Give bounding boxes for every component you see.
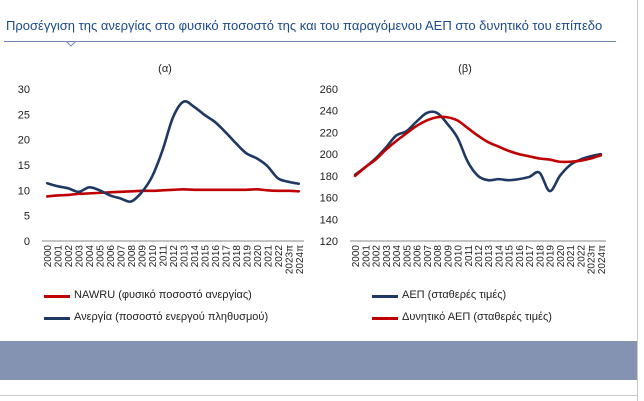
y-tick-label-a-4: 20 (18, 135, 30, 147)
legend-label-unemployment: Ανεργία (ποσοστό ενεργού πληθυσμού) (74, 311, 269, 323)
bottom-border (0, 395, 637, 396)
x-tick-label-a-21: 2021 (263, 245, 274, 268)
x-tick-label-b-23: 2023π (587, 245, 598, 274)
x-tick-label-a-15: 2015 (200, 245, 211, 268)
series-line-a-1 (45, 99, 301, 203)
x-tick-label-a-1: 2001 (54, 245, 65, 268)
y-tick-label-b-0: 120 (320, 236, 338, 248)
x-tick-label-a-9: 2009 (138, 245, 149, 268)
x-tick-label-a-23: 2023π (284, 245, 295, 274)
legend-swatch-gdp (372, 295, 398, 298)
x-tick-label-a-19: 2019 (242, 245, 253, 268)
x-tick-label-b-8: 2008 (433, 245, 444, 268)
y-tick-label-b-5: 220 (320, 127, 338, 139)
y-tick-label-b-4: 200 (320, 149, 338, 161)
y-tick-label-a-6: 30 (18, 84, 30, 96)
x-tick-label-a-22: 2022 (274, 245, 285, 268)
x-tick-label-a-4: 2004 (85, 245, 96, 268)
x-tick-label-b-15: 2015 (505, 245, 516, 268)
x-tick-label-b-7: 2007 (423, 245, 434, 268)
x-tick-label-a-16: 2016 (211, 245, 222, 268)
x-tick-label-b-19: 2019 (546, 245, 557, 268)
y-tick-label-b-1: 140 (320, 214, 338, 226)
x-tick-label-b-18: 2018 (535, 245, 546, 268)
x-tick-label-a-10: 2010 (148, 245, 159, 268)
legend-label-nawru: NAWRU (φυσικό ποσοστό ανεργίας) (74, 289, 252, 301)
x-tick-label-b-9: 2009 (443, 245, 454, 268)
y-tick-label-b-6: 240 (320, 106, 338, 118)
title-notch (66, 41, 76, 47)
series-line-b-1 (353, 115, 603, 178)
x-tick-label-a-3: 2003 (75, 245, 86, 268)
x-tick-label-a-20: 2020 (253, 245, 264, 268)
x-tick-label-a-6: 2006 (106, 245, 117, 268)
x-tick-label-a-17: 2017 (221, 245, 232, 268)
series-line-a-0 (45, 188, 301, 198)
x-tick-label-b-17: 2017 (525, 245, 536, 268)
x-tick-label-a-24: 2024π (295, 245, 306, 274)
legend-label-potential-gdp: Δυνητικό ΑΕΠ (σταθερές τιμές) (402, 311, 552, 323)
y-tick-label-a-2: 10 (18, 185, 30, 197)
legend-swatch-unemployment (44, 317, 70, 320)
legend-label-gdp: ΑΕΠ (σταθερές τιμές) (402, 289, 507, 301)
x-tick-label-b-5: 2005 (402, 245, 413, 268)
x-tick-label-b-16: 2016 (515, 245, 526, 268)
x-tick-label-a-2: 2002 (64, 245, 75, 268)
legend-swatch-potential-gdp (372, 317, 398, 320)
footer-band (0, 341, 637, 380)
x-tick-label-a-18: 2018 (232, 245, 243, 268)
chart-title: Προσέγγιση της ανεργίας στο φυσικό ποσοσ… (6, 18, 603, 33)
x-tick-label-b-10: 2010 (454, 245, 465, 268)
x-tick-label-b-1: 2001 (361, 245, 372, 268)
x-tick-label-b-14: 2014 (494, 245, 505, 268)
x-tick-label-b-21: 2021 (566, 245, 577, 268)
x-tick-label-a-12: 2012 (169, 245, 180, 268)
x-tick-label-b-2: 2002 (372, 245, 383, 268)
series-line-b-0 (353, 110, 603, 193)
panel-title-a: (α) (158, 63, 172, 75)
x-tick-label-b-4: 2004 (392, 245, 403, 268)
x-tick-label-b-3: 2003 (382, 245, 393, 268)
x-tick-label-a-11: 2011 (159, 245, 170, 267)
legend-swatch-nawru (44, 295, 70, 298)
y-tick-label-a-1: 5 (24, 211, 30, 223)
x-tick-label-a-0: 2000 (43, 245, 54, 268)
y-tick-label-b-2: 160 (320, 193, 338, 205)
x-tick-label-a-13: 2013 (179, 245, 190, 268)
x-tick-label-a-5: 2005 (96, 245, 107, 268)
x-tick-label-b-13: 2013 (484, 245, 495, 268)
x-tick-label-b-24: 2024π (597, 245, 608, 274)
y-tick-label-b-3: 180 (320, 171, 338, 183)
y-tick-label-a-3: 15 (18, 160, 30, 172)
x-tick-label-a-8: 2008 (127, 245, 138, 268)
y-tick-label-a-5: 25 (18, 109, 30, 121)
x-tick-label-b-20: 2020 (556, 245, 567, 268)
x-tick-label-b-0: 2000 (351, 245, 362, 268)
x-tick-label-b-12: 2012 (474, 245, 485, 268)
x-tick-label-b-11: 2011 (464, 245, 475, 267)
panel-title-b: (β) (458, 63, 472, 75)
y-tick-label-b-7: 260 (320, 84, 338, 96)
x-tick-label-a-7: 2007 (117, 245, 128, 268)
x-tick-label-b-22: 2022 (576, 245, 587, 268)
x-tick-label-a-14: 2014 (190, 245, 201, 268)
title-underline (4, 41, 616, 42)
y-tick-label-a-0: 0 (24, 236, 30, 248)
x-tick-label-b-6: 2006 (413, 245, 424, 268)
right-border (637, 0, 638, 401)
